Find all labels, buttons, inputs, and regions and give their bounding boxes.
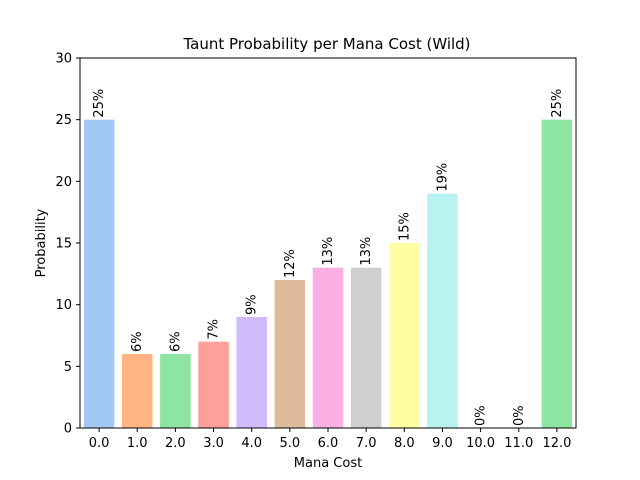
x-tick-label-3: 3.0 xyxy=(203,436,224,451)
chart-title: Taunt Probability per Mana Cost (Wild) xyxy=(182,35,470,53)
x-tick-label-1: 1.0 xyxy=(127,436,148,451)
bar-label-9: 19% xyxy=(435,163,450,192)
bars-group xyxy=(83,119,573,429)
x-tick-label-0: 0.0 xyxy=(89,436,110,451)
bar-1 xyxy=(121,354,153,428)
bar-8 xyxy=(389,243,420,428)
bar-labels-group: 25% 6% 6% 7% 9% 12% 13% 13% 15% 19% 0% 0% 25% xyxy=(92,89,565,426)
bar-label-6: 13% xyxy=(321,237,336,266)
bar-12 xyxy=(541,119,573,429)
y-tick-label-4: 20 xyxy=(55,175,72,190)
y-tick-label-1: 5 xyxy=(64,360,72,375)
y-tick-label-6: 30 xyxy=(55,52,72,67)
y-tick-label-2: 10 xyxy=(55,298,72,313)
x-tick-label-10: 10.0 xyxy=(466,436,495,451)
bar-7 xyxy=(350,267,382,428)
bar-9 xyxy=(427,193,458,428)
x-tick-label-6: 6.0 xyxy=(318,436,339,451)
x-axis-label: Mana Cost xyxy=(294,456,362,471)
x-tick-label-5: 5.0 xyxy=(280,436,301,451)
bar-label-12: 25% xyxy=(550,89,565,118)
bar-label-11: 0% xyxy=(512,405,527,426)
x-tick-label-7: 7.0 xyxy=(356,436,377,451)
x-axis: 0.0 1.0 2.0 3.0 4.0 5.0 6.0 7.0 8.0 9.0 10.0 11.0 12… xyxy=(89,428,571,451)
bar-label-8: 15% xyxy=(397,212,412,241)
y-tick-label-5: 25 xyxy=(55,113,72,128)
bar-label-4: 9% xyxy=(245,294,260,315)
bar-5 xyxy=(274,280,306,428)
y-axis-label: Probability xyxy=(34,208,49,277)
x-tick-label-9: 9.0 xyxy=(432,436,453,451)
bar-6 xyxy=(312,267,344,428)
bar-label-3: 7% xyxy=(207,319,222,340)
y-axis: 0 5 10 15 20 25 30 xyxy=(55,52,80,437)
bar-0 xyxy=(83,119,115,429)
bar-4 xyxy=(236,317,267,428)
x-tick-label-4: 4.0 xyxy=(241,436,262,451)
bar-label-5: 12% xyxy=(283,249,298,278)
x-tick-label-8: 8.0 xyxy=(394,436,415,451)
plot-frame xyxy=(79,57,577,429)
bar-label-10: 0% xyxy=(474,405,489,426)
x-tick-label-11: 11.0 xyxy=(504,436,533,451)
bar-2 xyxy=(160,354,191,428)
y-tick-label-3: 15 xyxy=(55,237,72,252)
x-tick-label-2: 2.0 xyxy=(165,436,186,451)
bar-label-0: 25% xyxy=(92,89,107,118)
bar-3 xyxy=(198,341,229,428)
bar-label-2: 6% xyxy=(168,331,183,352)
y-tick-label-0: 0 xyxy=(64,422,72,437)
bar-label-1: 6% xyxy=(130,331,145,352)
bar-label-7: 13% xyxy=(359,237,374,266)
x-tick-label-12: 12.0 xyxy=(542,436,571,451)
